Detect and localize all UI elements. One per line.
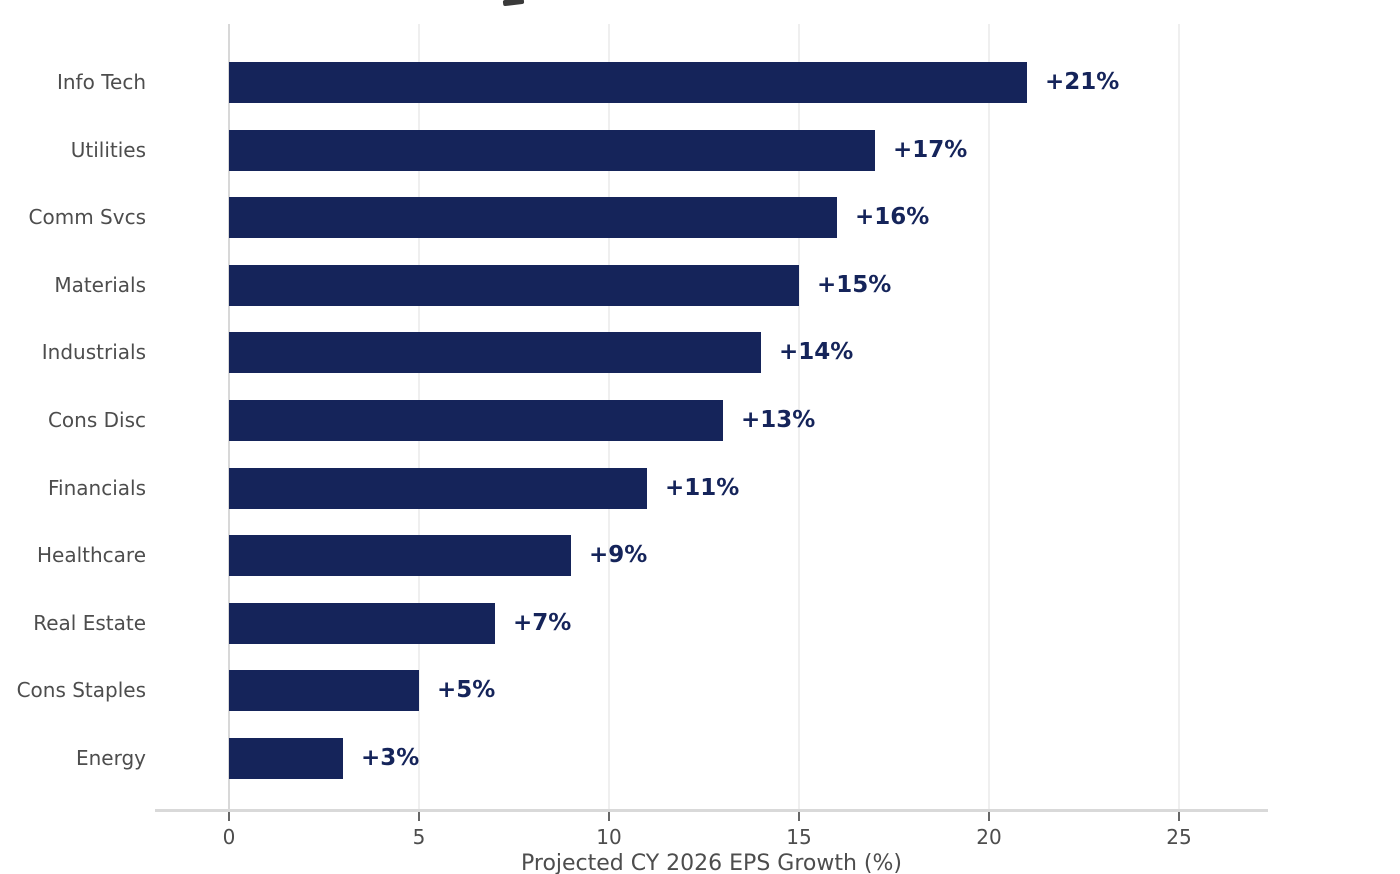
value-label-info-tech: +21% bbox=[1045, 69, 1120, 95]
gridline-25 bbox=[1178, 24, 1180, 810]
x-tick-mark-5 bbox=[418, 812, 420, 821]
value-label-cons-staples: +5% bbox=[437, 677, 496, 704]
category-label-comm-svcs: Comm Svcs bbox=[28, 205, 146, 230]
value-label-materials: +15% bbox=[817, 271, 892, 298]
x-tick-label-0: 0 bbox=[222, 825, 236, 849]
x-axis-label: Projected CY 2026 EPS Growth (%) bbox=[521, 851, 902, 874]
category-label-healthcare: Healthcare bbox=[36, 543, 146, 568]
value-label-industrials: +14% bbox=[779, 339, 854, 366]
category-label-cons-disc: Cons Disc bbox=[47, 408, 146, 432]
x-tick-label-5: 5 bbox=[412, 825, 426, 849]
bar-info-tech bbox=[229, 62, 1027, 103]
x-tick-mark-10 bbox=[608, 812, 610, 821]
category-label-real-estate: Real Estate bbox=[33, 610, 146, 635]
x-tick-label-15: 15 bbox=[786, 825, 812, 849]
x-tick-mark-20 bbox=[988, 812, 990, 821]
x-tick-mark-25 bbox=[1178, 812, 1180, 821]
category-label-financials: Financials bbox=[48, 475, 146, 500]
category-label-info-tech: Info Tech bbox=[56, 70, 146, 94]
bar-comm-svcs bbox=[229, 197, 837, 239]
bar-energy bbox=[229, 738, 343, 779]
value-label-financials: +11% bbox=[665, 474, 740, 501]
category-label-energy: Energy bbox=[75, 746, 146, 770]
bar-utilities bbox=[229, 129, 875, 171]
bar-industrials bbox=[229, 332, 761, 374]
bar-cons-staples bbox=[229, 670, 419, 712]
x-axis-line bbox=[155, 809, 1268, 812]
value-label-utilities: +17% bbox=[893, 136, 968, 163]
value-label-cons-disc: +13% bbox=[741, 407, 816, 433]
x-tick-mark-0 bbox=[228, 812, 230, 821]
x-tick-label-10: 10 bbox=[596, 825, 622, 849]
bar-materials bbox=[229, 264, 799, 306]
value-label-real-estate: +7% bbox=[513, 609, 572, 636]
gridline-20 bbox=[988, 24, 990, 810]
category-label-industrials: Industrials bbox=[41, 340, 146, 365]
bar-cons-disc bbox=[229, 400, 723, 441]
value-label-energy: +3% bbox=[361, 745, 420, 771]
x-tick-label-20: 20 bbox=[976, 825, 1002, 849]
x-tick-label-25: 25 bbox=[1166, 825, 1192, 849]
value-label-healthcare: +9% bbox=[589, 542, 648, 569]
category-label-utilities: Utilities bbox=[70, 137, 146, 162]
category-label-cons-staples: Cons Staples bbox=[16, 678, 146, 703]
value-label-comm-svcs: +16% bbox=[855, 204, 930, 231]
bar-financials bbox=[229, 467, 647, 509]
bar-real-estate bbox=[229, 602, 495, 644]
x-tick-mark-15 bbox=[798, 812, 800, 821]
gridline-15 bbox=[798, 24, 800, 810]
category-label-materials: Materials bbox=[54, 272, 146, 297]
bar-healthcare bbox=[229, 535, 571, 577]
